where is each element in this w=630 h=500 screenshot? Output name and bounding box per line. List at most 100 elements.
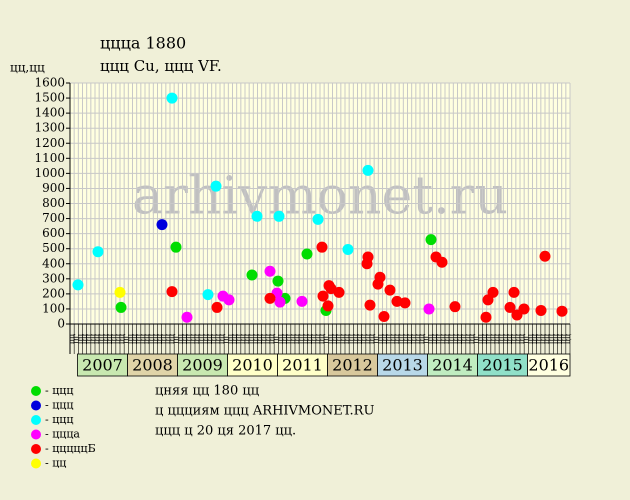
month-label: цц <box>125 334 134 344</box>
month-label: цц <box>175 334 184 344</box>
month-label: цг <box>521 334 530 343</box>
month-label: цц <box>467 334 476 344</box>
note: цняя цц 180 цц <box>155 384 259 399</box>
month-label: цг <box>321 334 330 343</box>
month-label: цг <box>271 334 280 343</box>
point <box>316 241 328 253</box>
month-label: цц <box>550 334 559 344</box>
y-tick-label: 1300 <box>34 121 65 135</box>
month-label: цц <box>446 334 455 344</box>
month-label: цц <box>100 334 109 344</box>
month-label: цц <box>325 334 334 344</box>
month-label: цц <box>505 334 514 344</box>
month-label: цц <box>500 334 509 344</box>
month-label: цц <box>267 334 276 344</box>
point <box>317 290 329 302</box>
point <box>518 303 530 315</box>
point <box>251 210 263 222</box>
y-axis-label: цц,цц <box>10 61 45 75</box>
chart-subtitle: ццц Cu, ццц VF. <box>100 57 222 75</box>
month-label: цц <box>434 334 443 344</box>
month-label: цц <box>517 334 526 344</box>
y-tick-label: 1600 <box>34 76 65 90</box>
month-label: цц <box>559 334 568 344</box>
legend-label: - ццц <box>45 384 73 397</box>
point <box>539 250 551 262</box>
point <box>264 265 276 277</box>
month-label: цц <box>130 334 139 344</box>
month-label: цц <box>563 334 572 344</box>
month-label: цц <box>117 334 126 344</box>
point <box>425 234 437 246</box>
y-tick-label: 700 <box>42 211 65 225</box>
month-label: цц <box>230 334 239 344</box>
y-tick-label: 600 <box>42 226 65 240</box>
point <box>333 286 345 298</box>
month-label: цц <box>534 334 543 344</box>
month-label: цц <box>396 334 405 344</box>
month-label: цц <box>450 334 459 344</box>
month-label: цц <box>409 334 418 344</box>
year-label: 2010 <box>232 356 273 375</box>
y-tick-label: 1100 <box>34 151 65 165</box>
year-label: 2008 <box>132 356 173 375</box>
note: ц ццциям ццц ARHIVMONET.RU <box>155 404 374 419</box>
month-label: цц <box>263 334 272 344</box>
y-tick-label: 1200 <box>34 136 65 150</box>
month-label: цц <box>196 334 205 344</box>
point <box>399 297 411 309</box>
month-label: цц <box>209 334 218 344</box>
month-label: цц <box>84 334 93 344</box>
year-label: 2007 <box>82 356 123 375</box>
month-label: цц <box>200 334 209 344</box>
month-label: цц <box>113 334 122 344</box>
legend-label: - цццццБ <box>45 442 96 455</box>
legend-swatch <box>31 458 41 469</box>
month-label: цц <box>109 334 118 344</box>
month-label: цц <box>75 334 84 344</box>
chart-title: ццца 1880 <box>100 34 186 53</box>
month-label: цц <box>167 334 176 344</box>
month-label: цц <box>134 334 143 344</box>
month-label: цц <box>142 334 151 344</box>
month-label: цц <box>480 334 489 344</box>
month-label: цц <box>213 334 222 344</box>
month-label: цц <box>92 334 101 344</box>
month-label: цц <box>492 334 501 344</box>
month-label: цц <box>455 334 464 344</box>
year-label: 2015 <box>482 356 523 375</box>
y-tick-label: 500 <box>42 241 65 255</box>
y-tick-label: 200 <box>42 286 65 300</box>
month-label: цц <box>296 334 305 344</box>
month-label: цц <box>309 334 318 344</box>
month-label: цц <box>359 334 368 344</box>
month-label: цц <box>346 334 355 344</box>
point <box>115 301 127 313</box>
month-label: цц <box>242 334 251 344</box>
month-label: цц <box>163 334 172 344</box>
month-label: цц <box>475 334 484 344</box>
month-label: цц <box>530 334 539 344</box>
point <box>272 275 284 287</box>
month-label: цц <box>459 334 468 344</box>
month-label: цц <box>225 334 234 344</box>
month-label: цг <box>221 334 230 343</box>
point <box>202 289 214 301</box>
month-label: цц <box>313 334 322 344</box>
month-label: цц <box>350 334 359 344</box>
month-label: цц <box>150 334 159 344</box>
month-label: цц <box>400 334 409 344</box>
month-label: цц <box>80 334 89 344</box>
point <box>246 269 258 281</box>
y-tick-label: 1500 <box>34 91 65 105</box>
legend-swatch <box>31 415 41 425</box>
month-label: цц <box>496 334 505 344</box>
point <box>114 286 126 298</box>
year-label: 2012 <box>332 356 373 375</box>
month-label: цц <box>188 334 197 344</box>
legend-label: - ццца <box>45 428 80 441</box>
point <box>423 303 435 315</box>
month-label: цц <box>380 334 389 344</box>
month-label: цц <box>334 334 343 344</box>
month-label: цц <box>413 334 422 344</box>
